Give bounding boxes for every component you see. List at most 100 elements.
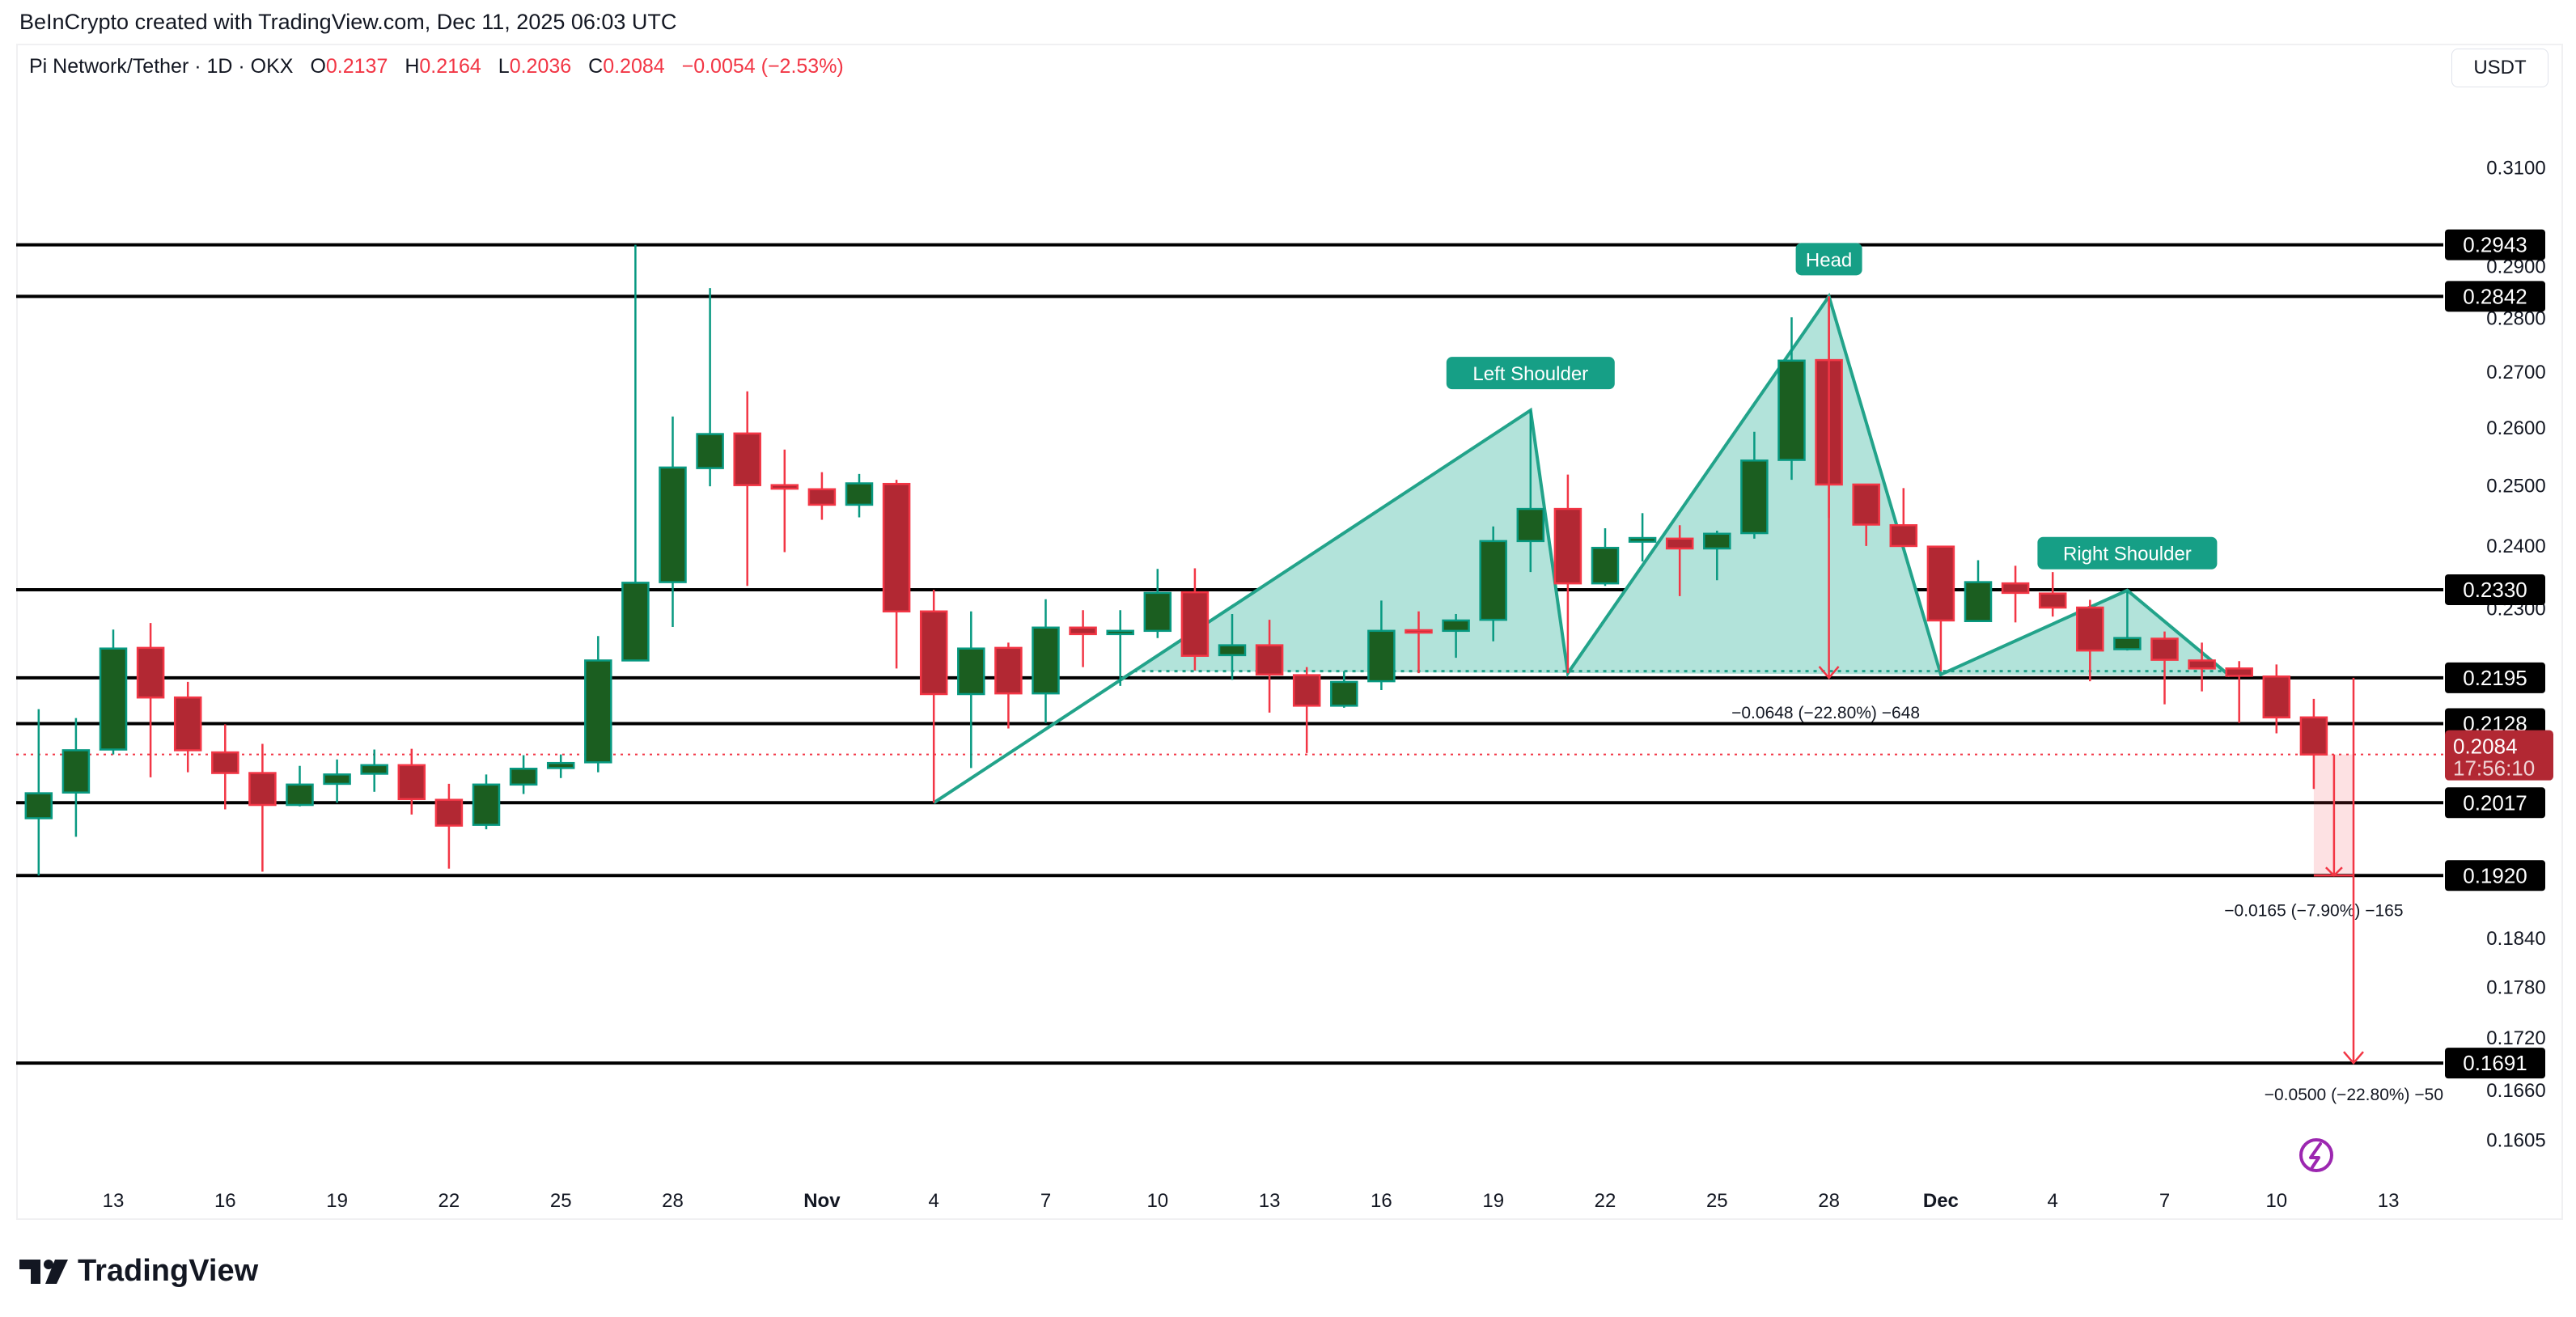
- candle-down: [1852, 483, 1880, 546]
- low-value: 0.2036: [509, 55, 572, 78]
- pattern-label: Left Shoulder: [1472, 363, 1588, 385]
- pattern-label-box: [1795, 243, 1862, 276]
- candle-down: [1926, 545, 1955, 671]
- candle-body: [2001, 582, 2030, 595]
- candle-down: [770, 449, 799, 553]
- time-axis[interactable]: 13 16 19 22 25 28 Nov 4 7 10 13 16 19 22 25 28 Dec 4 7 10 13: [103, 1190, 2400, 1212]
- candle-down: [2225, 661, 2253, 723]
- candle-body: [807, 488, 837, 506]
- tradingview-logo-text: TradingView: [78, 1254, 259, 1288]
- measure-label: −0.0165 (−7.90%) −165: [2224, 901, 2403, 920]
- time-tick-label: 22: [1595, 1190, 1616, 1212]
- candle-body: [173, 696, 202, 752]
- candle-body: [1479, 540, 1507, 621]
- candle-up: [845, 473, 874, 518]
- tradingview-logo-icon: [19, 1259, 68, 1284]
- candle-down: [1553, 474, 1582, 674]
- candle-body: [2225, 667, 2253, 677]
- time-tick-label: 10: [2265, 1190, 2287, 1212]
- candle-down: [397, 748, 426, 815]
- time-tick-label: 10: [1146, 1190, 1168, 1212]
- arrow-down-icon: [2325, 866, 2343, 878]
- measure-label: −0.0648 (−22.80%) −648: [1731, 704, 1920, 722]
- candle-up: [509, 755, 538, 794]
- pattern-label: Right Shoulder: [2063, 544, 2192, 565]
- time-tick-label: 7: [1040, 1190, 1051, 1212]
- candle-down: [1069, 610, 1097, 667]
- time-tick-label: 13: [103, 1190, 125, 1212]
- candle-body: [1889, 524, 1918, 548]
- currency-button[interactable]: USDT: [2451, 49, 2548, 87]
- candle-down: [1255, 620, 1284, 713]
- pattern-fill: [1133, 296, 2231, 676]
- candle-body: [994, 646, 1023, 695]
- time-tick-label: 16: [1371, 1190, 1392, 1212]
- level-price-label: 0.1691: [2463, 1051, 2527, 1075]
- time-tick-label: 25: [550, 1190, 572, 1212]
- candle-body: [1180, 591, 1210, 657]
- candle-up: [1218, 613, 1247, 680]
- candle-up: [286, 765, 314, 807]
- candle-down: [2262, 664, 2291, 734]
- chart-frame: [16, 44, 2563, 1220]
- candle-up: [61, 718, 91, 837]
- candle-up: [696, 288, 724, 487]
- level-price-tag: [2445, 787, 2545, 819]
- level-price-label: 0.2017: [2463, 790, 2527, 815]
- candle-body: [509, 768, 538, 786]
- time-tick-label: Nov: [803, 1190, 841, 1212]
- candle-body: [1628, 536, 1657, 543]
- candle-body: [1852, 483, 1880, 526]
- candle-down: [2001, 565, 2030, 623]
- price-tick-label: 0.1720: [2486, 1027, 2545, 1049]
- candle-body: [1591, 546, 1620, 585]
- pattern-label-box: [1446, 357, 1615, 390]
- open-value: 0.2137: [325, 55, 388, 78]
- candle-down: [2076, 599, 2104, 682]
- candle-body: [882, 482, 911, 613]
- candle-up: [323, 759, 351, 803]
- time-tick-label: 13: [2378, 1190, 2400, 1212]
- level-price-label: 0.1920: [2463, 863, 2527, 887]
- candle-up: [1516, 410, 1545, 573]
- price-tick-label: 0.2500: [2486, 475, 2545, 497]
- candle-body: [1367, 629, 1396, 683]
- candle-up: [1442, 613, 1470, 658]
- time-tick-label: 28: [1818, 1190, 1840, 1212]
- candle-body: [211, 751, 239, 774]
- candle-down: [882, 480, 911, 669]
- candle-body: [1143, 591, 1172, 633]
- candle-up: [1479, 526, 1507, 642]
- candle-body: [733, 432, 761, 486]
- time-tick-label: 25: [1706, 1190, 1728, 1212]
- candle-body: [1069, 626, 1097, 636]
- candle-down: [994, 642, 1023, 729]
- lightning-icon[interactable]: [2299, 1138, 2333, 1172]
- candle-up: [1777, 317, 1806, 481]
- candle-up: [99, 629, 128, 755]
- candle-down: [1665, 525, 1694, 596]
- price-axis[interactable]: 0.31000.29000.28000.27000.26000.25000.24…: [2445, 158, 2553, 1152]
- time-tick-label: Dec: [1923, 1190, 1959, 1212]
- candle-down: [173, 681, 202, 773]
- open-label: O: [310, 55, 326, 78]
- time-tick-label: 19: [1482, 1190, 1504, 1212]
- candle-down: [2150, 631, 2179, 705]
- candle-body: [434, 798, 464, 827]
- candle-up: [1740, 431, 1769, 539]
- candle-body: [659, 466, 687, 583]
- arrow-down-icon: [2343, 1051, 2364, 1065]
- candle-down: [1292, 667, 1321, 753]
- candle-body: [1553, 507, 1582, 585]
- tradingview-logo[interactable]: TradingView: [19, 1254, 258, 1289]
- symbol-name[interactable]: Pi Network/Tether · 1D · OKX: [29, 55, 294, 78]
- candle-body: [1255, 644, 1284, 676]
- candle-body: [584, 659, 612, 764]
- time-tick-label: 4: [2048, 1190, 2058, 1212]
- candle-up: [360, 749, 388, 792]
- candle-down: [2299, 698, 2328, 790]
- candle-up: [1143, 569, 1172, 638]
- level-price-tag: [2445, 860, 2545, 891]
- time-tick-label: 28: [662, 1190, 684, 1212]
